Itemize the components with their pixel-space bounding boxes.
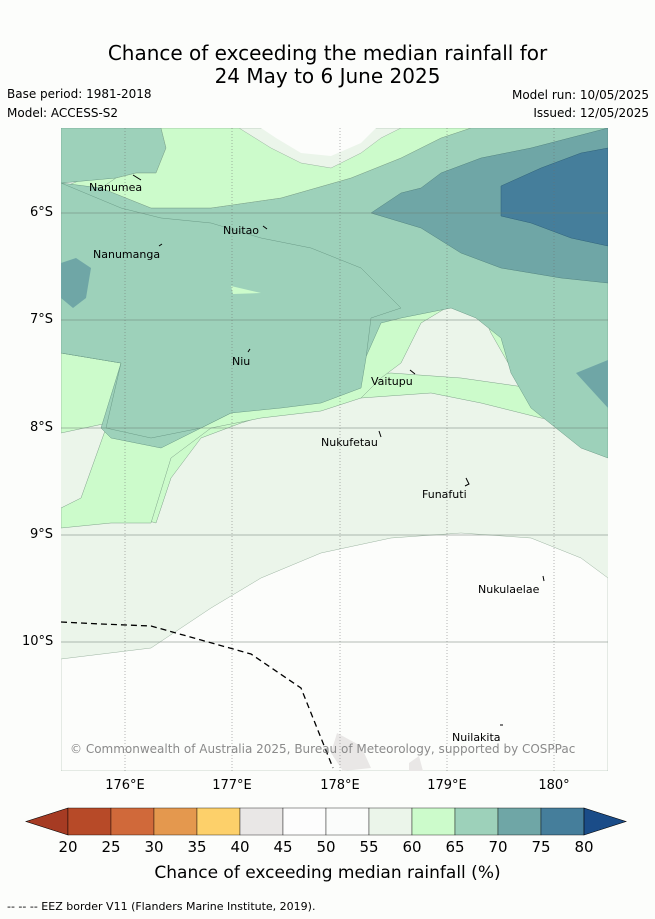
colorbar-tick: 40 bbox=[230, 838, 250, 856]
colorbar-tick: 50 bbox=[316, 838, 336, 856]
colorbar-bin bbox=[497, 807, 542, 836]
island-label-nuitao: Nuitao bbox=[223, 224, 260, 237]
eez-border bbox=[61, 621, 334, 769]
island-label-nukufetau: Nukufetau bbox=[321, 436, 378, 449]
meridian-lines bbox=[124, 128, 555, 771]
model-name: Model: ACCESS-S2 bbox=[7, 106, 119, 120]
lon-tick-178e: 178°E bbox=[320, 778, 360, 793]
colorbar bbox=[25, 807, 627, 836]
map-contours bbox=[61, 128, 608, 771]
contour-50-55 bbox=[61, 532, 608, 771]
lat-tick-6s: 6°S bbox=[30, 205, 54, 220]
colorbar-tick: 55 bbox=[359, 838, 379, 856]
lat-tick-10s: 10°S bbox=[22, 634, 54, 649]
island-label-vaitupu: Vaitupu bbox=[371, 375, 413, 388]
contour-45-50-b bbox=[409, 756, 423, 771]
colorbar-tick: 65 bbox=[445, 838, 465, 856]
colorbar-tick: 25 bbox=[101, 838, 121, 856]
contour-45-50 bbox=[331, 733, 371, 771]
colorbar-bin bbox=[67, 807, 112, 836]
patch-60-65-a bbox=[231, 286, 261, 294]
lat-tick-8s: 8°S bbox=[30, 420, 54, 435]
colorbar-bin bbox=[239, 807, 284, 836]
island-label-nuilakita: Nuilakita bbox=[452, 731, 501, 744]
colorbar-bin bbox=[325, 807, 370, 836]
island-label-nukulaelae: Nukulaelae bbox=[478, 583, 540, 596]
colorbar-tick: 20 bbox=[58, 838, 78, 856]
colorbar-bin bbox=[282, 807, 327, 836]
colorbar-tick: 35 bbox=[187, 838, 207, 856]
island-shapes bbox=[132, 174, 545, 726]
island-label-nanumanga: Nanumanga bbox=[93, 248, 161, 261]
colorbar-extend-low bbox=[25, 807, 69, 836]
contour-75-80 bbox=[500, 147, 608, 247]
chart-title-line1: Chance of exceeding the median rainfall … bbox=[107, 41, 548, 65]
patch-white-top bbox=[261, 128, 376, 156]
colorbar-tick: 70 bbox=[488, 838, 508, 856]
lon-tick-179e: 179°E bbox=[427, 778, 467, 793]
contour-70-75-right bbox=[576, 360, 608, 408]
contour-65-70-left bbox=[61, 182, 402, 439]
colorbar-extend-high bbox=[583, 807, 627, 836]
rainfall-map: Nanumea Nuitao Nanumanga Niu Vaitupu Nuk… bbox=[61, 128, 608, 771]
colorbar-bin bbox=[110, 807, 155, 836]
copyright-notice: © Commonwealth of Australia 2025, Bureau… bbox=[70, 742, 576, 756]
lon-tick-177e: 177°E bbox=[212, 778, 252, 793]
colorbar-label: Chance of exceeding median rainfall (%) bbox=[154, 863, 501, 883]
colorbar-tick: 80 bbox=[574, 838, 594, 856]
parallel-lines bbox=[61, 212, 608, 643]
lat-tick-9s: 9°S bbox=[30, 527, 54, 542]
base-period: Base period: 1981-2018 bbox=[7, 87, 152, 101]
colorbar-bin bbox=[454, 807, 499, 836]
colorbar-tick: 60 bbox=[402, 838, 422, 856]
eez-footnote: -- -- -- EEZ border V11 (Flanders Marine… bbox=[7, 900, 316, 913]
colorbar-tick: 45 bbox=[273, 838, 293, 856]
island-label-nanumea: Nanumea bbox=[89, 181, 143, 194]
island-label-niu: Niu bbox=[232, 355, 251, 368]
colorbar-bin bbox=[540, 807, 585, 836]
lat-tick-7s: 7°S bbox=[30, 312, 54, 327]
issued-date: Issued: 12/05/2025 bbox=[533, 106, 649, 120]
chart-title-line2: 24 May to 6 June 2025 bbox=[214, 64, 441, 88]
lon-tick-180: 180° bbox=[538, 778, 570, 793]
colorbar-tick: 30 bbox=[144, 838, 164, 856]
colorbar-bin bbox=[153, 807, 198, 836]
contour-70-75-left bbox=[61, 258, 91, 308]
island-label-funafuti: Funafuti bbox=[422, 488, 467, 501]
colorbar-bin bbox=[411, 807, 456, 836]
colorbar-bin bbox=[368, 807, 413, 836]
lon-tick-176e: 176°E bbox=[105, 778, 145, 793]
model-run: Model run: 10/05/2025 bbox=[511, 88, 649, 102]
colorbar-tick: 75 bbox=[531, 838, 551, 856]
colorbar-bin bbox=[196, 807, 241, 836]
